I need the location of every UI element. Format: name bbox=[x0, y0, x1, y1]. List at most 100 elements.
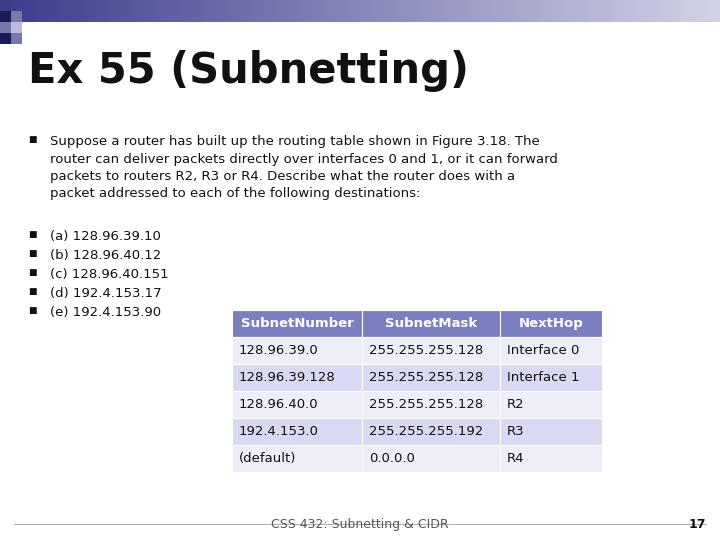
Bar bbox=[534, 0, 541, 22]
Bar bbox=[378, 0, 384, 22]
Text: 128.96.39.0: 128.96.39.0 bbox=[239, 344, 319, 357]
Bar bbox=[192, 0, 199, 22]
Bar bbox=[336, 0, 343, 22]
Bar bbox=[204, 0, 210, 22]
Text: ■: ■ bbox=[28, 135, 37, 144]
Text: ■: ■ bbox=[28, 249, 37, 258]
Bar bbox=[232, 364, 362, 391]
Bar bbox=[156, 0, 163, 22]
Bar bbox=[390, 0, 397, 22]
Bar bbox=[666, 0, 672, 22]
Bar bbox=[240, 0, 246, 22]
Bar bbox=[500, 337, 602, 364]
Bar bbox=[11, 22, 22, 33]
Bar bbox=[500, 418, 602, 445]
Bar bbox=[11, 33, 22, 44]
Bar bbox=[354, 0, 361, 22]
Bar bbox=[232, 418, 362, 445]
Bar bbox=[114, 0, 120, 22]
Bar bbox=[78, 0, 84, 22]
Bar bbox=[450, 0, 456, 22]
Bar bbox=[648, 0, 654, 22]
Bar bbox=[486, 0, 492, 22]
Bar bbox=[384, 0, 390, 22]
Bar bbox=[232, 310, 362, 337]
Bar bbox=[540, 0, 546, 22]
Text: R2: R2 bbox=[507, 398, 525, 411]
Bar bbox=[11, 11, 22, 22]
Bar bbox=[654, 0, 660, 22]
Text: 128.96.40.0: 128.96.40.0 bbox=[239, 398, 319, 411]
Bar bbox=[498, 0, 505, 22]
Text: CSS 432: Subnetting & CIDR: CSS 432: Subnetting & CIDR bbox=[271, 518, 449, 531]
Bar bbox=[120, 0, 127, 22]
Bar bbox=[462, 0, 469, 22]
Text: (default): (default) bbox=[239, 452, 297, 465]
Bar bbox=[606, 0, 613, 22]
Bar bbox=[362, 391, 500, 418]
Bar bbox=[6, 0, 12, 22]
Bar bbox=[438, 0, 444, 22]
Bar bbox=[522, 0, 528, 22]
Bar bbox=[480, 0, 487, 22]
Bar bbox=[330, 0, 336, 22]
Bar bbox=[198, 0, 204, 22]
Bar bbox=[672, 0, 678, 22]
Bar bbox=[546, 0, 552, 22]
Text: (b) 128.96.40.12: (b) 128.96.40.12 bbox=[50, 249, 161, 262]
Bar bbox=[144, 0, 150, 22]
Text: Ex 55 (Subnetting): Ex 55 (Subnetting) bbox=[28, 50, 469, 92]
Text: R4: R4 bbox=[507, 452, 524, 465]
Bar bbox=[232, 337, 362, 364]
Bar bbox=[252, 0, 258, 22]
Bar bbox=[500, 445, 602, 472]
Bar bbox=[528, 0, 534, 22]
Bar bbox=[84, 0, 91, 22]
Bar bbox=[216, 0, 222, 22]
Bar bbox=[474, 0, 480, 22]
Bar bbox=[402, 0, 408, 22]
Bar bbox=[312, 0, 318, 22]
Bar bbox=[630, 0, 636, 22]
Bar bbox=[714, 0, 720, 22]
Bar bbox=[150, 0, 156, 22]
Bar bbox=[362, 364, 500, 391]
Bar bbox=[66, 0, 73, 22]
Bar bbox=[582, 0, 588, 22]
Text: SubnetNumber: SubnetNumber bbox=[240, 317, 354, 330]
Bar bbox=[318, 0, 325, 22]
Bar bbox=[600, 0, 606, 22]
Bar bbox=[258, 0, 264, 22]
Text: (a) 128.96.39.10: (a) 128.96.39.10 bbox=[50, 230, 161, 243]
Bar bbox=[228, 0, 235, 22]
Bar bbox=[126, 0, 132, 22]
Bar bbox=[210, 0, 217, 22]
Bar bbox=[270, 0, 276, 22]
Text: 128.96.39.128: 128.96.39.128 bbox=[239, 371, 336, 384]
Text: ■: ■ bbox=[28, 268, 37, 277]
Bar bbox=[232, 391, 362, 418]
Bar bbox=[102, 0, 109, 22]
Bar bbox=[12, 0, 19, 22]
Bar bbox=[0, 11, 11, 22]
Bar bbox=[294, 0, 300, 22]
Bar bbox=[696, 0, 703, 22]
Bar bbox=[232, 445, 362, 472]
Bar bbox=[690, 0, 696, 22]
Bar bbox=[234, 0, 240, 22]
Text: ■: ■ bbox=[28, 287, 37, 296]
Bar bbox=[636, 0, 642, 22]
Bar bbox=[660, 0, 667, 22]
Bar bbox=[168, 0, 174, 22]
Bar bbox=[588, 0, 595, 22]
Text: Suppose a router has built up the routing table shown in Figure 3.18. The
router: Suppose a router has built up the routin… bbox=[50, 135, 558, 200]
Bar bbox=[468, 0, 474, 22]
Bar bbox=[420, 0, 426, 22]
Bar bbox=[708, 0, 714, 22]
Bar bbox=[426, 0, 433, 22]
Bar bbox=[342, 0, 348, 22]
Bar bbox=[60, 0, 66, 22]
Bar bbox=[138, 0, 145, 22]
Text: 255.255.255.192: 255.255.255.192 bbox=[369, 425, 483, 438]
Text: 255.255.255.128: 255.255.255.128 bbox=[369, 371, 483, 384]
